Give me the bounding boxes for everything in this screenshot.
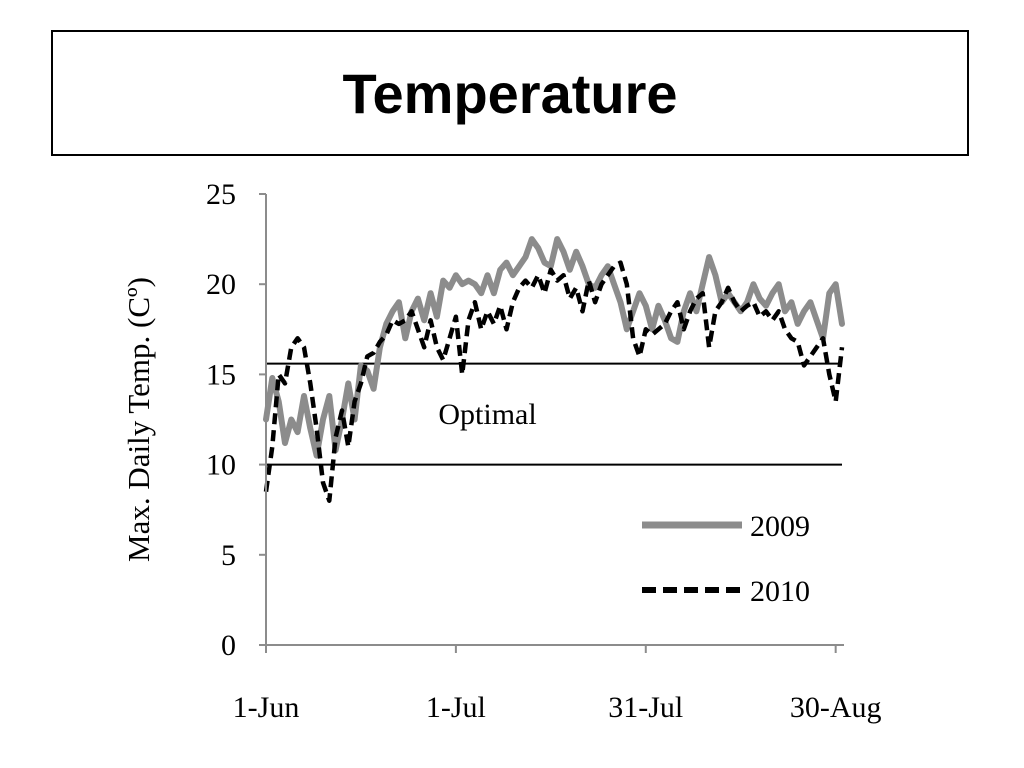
x-tick-label: 31-Jul: [608, 691, 683, 724]
x-tick-label: 1-Jun: [233, 691, 300, 724]
series-layer: [263, 236, 845, 503]
annotations: Optimal: [438, 398, 536, 431]
axes: 0 5 10 15 20 25 1-Jun 1-Jul 31-Jul 30-Aug: [206, 178, 881, 724]
x-tick-label: 30-Aug: [790, 691, 882, 724]
series-line-2010: [263, 260, 845, 503]
x-ticks: 1-Jun 1-Jul 31-Jul 30-Aug: [233, 645, 882, 724]
y-tick-label: 25: [206, 178, 236, 211]
y-axis-title: Max. Daily Temp. (Cº): [121, 277, 156, 562]
y-tick-label: 5: [221, 539, 236, 572]
y-tick-label: 20: [206, 268, 236, 301]
slide-title: Temperature: [342, 61, 678, 125]
legend: 2009 2010: [642, 510, 810, 608]
slide-title-box: Temperature: [51, 30, 969, 156]
y-tick-label: 0: [221, 629, 236, 662]
legend-label-2010: 2010: [750, 575, 810, 608]
series-line-2009: [263, 236, 845, 459]
y-tick-label: 10: [206, 449, 236, 482]
annotation-label: Optimal: [438, 398, 536, 431]
legend-label-2009: 2009: [750, 510, 810, 543]
y-tick-label: 15: [206, 358, 236, 391]
y-ticks: 0 5 10 15 20 25: [206, 178, 266, 662]
x-tick-label: 1-Jul: [426, 691, 486, 724]
